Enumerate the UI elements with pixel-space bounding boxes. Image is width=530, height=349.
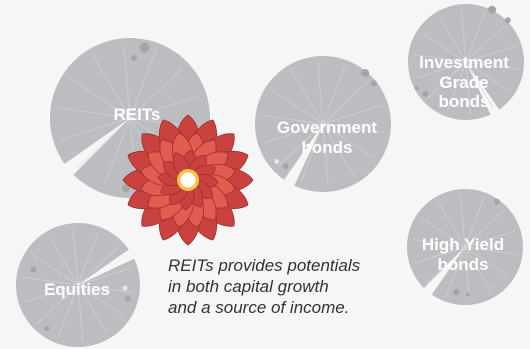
label-equities: Equities [22, 280, 132, 300]
label-investment-grade-bonds: Investment Grade bonds [408, 53, 520, 112]
lotus-flower-icon [122, 114, 254, 246]
label-investment-grade-bonds-line-3: bonds [438, 92, 490, 112]
label-reits: REITs [97, 105, 177, 125]
label-investment-grade-bonds-line-2: Grade [439, 72, 489, 92]
label-high-yield-bonds: High Yield bonds [404, 235, 522, 274]
label-equities-line-1: Equities [43, 280, 111, 299]
lily-pad-equities-icon [15, 222, 140, 347]
caption-line-2: in both capital growth [168, 277, 329, 296]
lily-pad-investment-grade-bonds-icon [407, 4, 524, 120]
label-government-bonds-line-1: Government [276, 118, 378, 137]
caption-line-1: REITs provides potentials [168, 256, 361, 275]
label-reits-line-1: REITs [113, 105, 161, 124]
label-government-bonds: Government bonds [254, 118, 400, 157]
label-high-yield-bonds-line-1: High Yield [421, 235, 505, 254]
caption-line-3: and a source of income. [168, 298, 350, 317]
label-investment-grade-bonds-line-1: Investment [419, 53, 509, 72]
label-government-bonds-line-2: bonds [301, 137, 353, 157]
lily-pad-high-yield-bonds-icon [406, 188, 523, 305]
lily-pad-government-bonds-icon [255, 56, 392, 193]
caption: REITs provides potentials in both capita… [168, 255, 360, 318]
label-high-yield-bonds-line-2: bonds [437, 254, 489, 274]
